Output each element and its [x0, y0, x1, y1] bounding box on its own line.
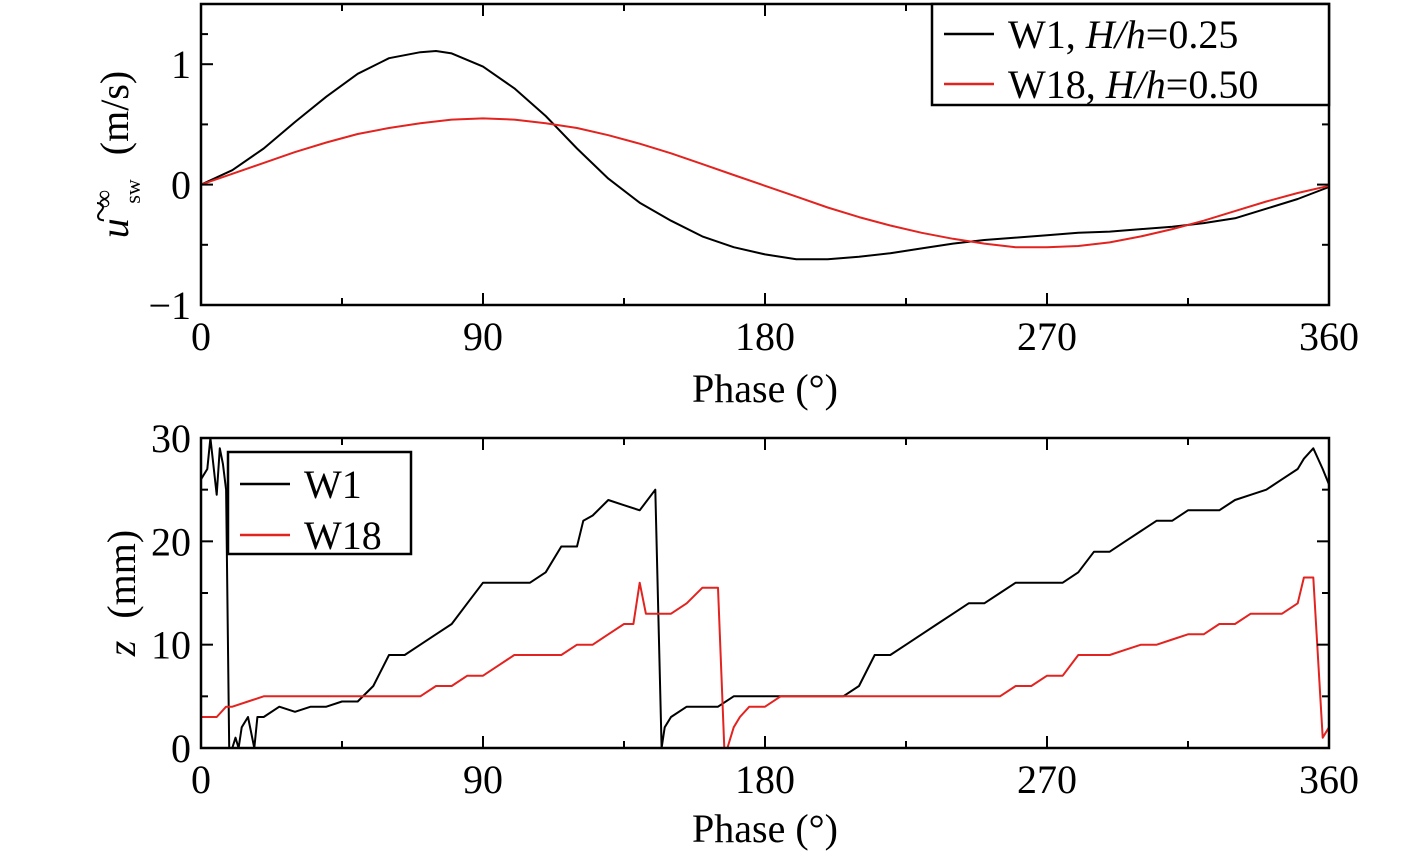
velocity-x-tick-label: 0 — [191, 314, 211, 359]
height-y-axis-label: z (mm) — [99, 530, 144, 657]
height-series-w18 — [201, 576, 1330, 749]
svg-text:u ∞ sw: u ∞ sw (m/s) — [76, 71, 149, 238]
height-tick-labels: 0 90 180 270 360 0 10 20 30 — [151, 416, 1359, 802]
velocity-legend: W1, H/h=0.25 W18, H/h=0.50 — [930, 2, 1331, 107]
height-y-symbol: z — [99, 640, 144, 657]
height-series-w1 — [200, 437, 1330, 749]
height-legend-label-w1: W1 — [304, 462, 362, 507]
height-x-tick-label: 360 — [1299, 757, 1359, 802]
height-legend-label-w18: W18 — [304, 513, 382, 558]
velocity-y-axis-label: u ∞ sw (m/s) ~ — [76, 71, 149, 238]
height-y-tick-label: 30 — [151, 416, 191, 461]
velocity-x-tick-label: 270 — [1017, 314, 1077, 359]
velocity-panel: 0 90 180 270 360−101 Phase (°) u ∞ sw (m/s) … — [76, 2, 1359, 411]
velocity-y-symbol: u — [92, 218, 137, 238]
svg-text:z (mm): z (mm) — [99, 530, 144, 657]
velocity-y-tick-label: −1 — [148, 283, 191, 328]
velocity-y-tick-label: 1 — [171, 42, 191, 87]
height-y-tick-label: 10 — [151, 623, 191, 668]
height-x-tick-label: 180 — [735, 757, 795, 802]
velocity-x-tick-label: 90 — [463, 314, 503, 359]
velocity-y-tick-label: 0 — [171, 163, 191, 208]
height-x-axis-label: Phase (°) — [692, 806, 838, 851]
height-y-tick-label: 0 — [171, 726, 191, 771]
height-legend-box — [226, 450, 413, 556]
velocity-y-superscript: ∞ — [89, 190, 118, 209]
velocity-legend-label-w18: W18, H/h=0.50 — [1008, 62, 1258, 107]
velocity-tick-labels: 0 90 180 270 360−101 — [148, 42, 1359, 359]
height-x-tick-label: 90 — [463, 757, 503, 802]
velocity-series-w1 — [200, 50, 1330, 261]
velocity-x-tick-label: 180 — [735, 314, 795, 359]
velocity-x-tick-label: 360 — [1299, 314, 1359, 359]
velocity-y-unit: (m/s) — [92, 71, 137, 155]
height-ticks — [200, 437, 1330, 749]
velocity-y-subscript: sw — [120, 179, 145, 204]
height-y-unit: (mm) — [99, 530, 144, 619]
velocity-x-axis-label: Phase (°) — [692, 366, 838, 411]
velocity-series-w18 — [200, 117, 1330, 249]
height-y-tick-label: 20 — [151, 519, 191, 564]
velocity-legend-label-w1: W1, H/h=0.25 — [1008, 12, 1238, 57]
velocity-series-layer — [200, 50, 1330, 261]
height-x-tick-label: 270 — [1017, 757, 1077, 802]
height-series-layer — [200, 437, 1330, 749]
height-x-tick-label: 0 — [191, 757, 211, 802]
velocity-y-tilde: ~ — [78, 201, 123, 223]
velocity-legend-box — [930, 2, 1331, 107]
